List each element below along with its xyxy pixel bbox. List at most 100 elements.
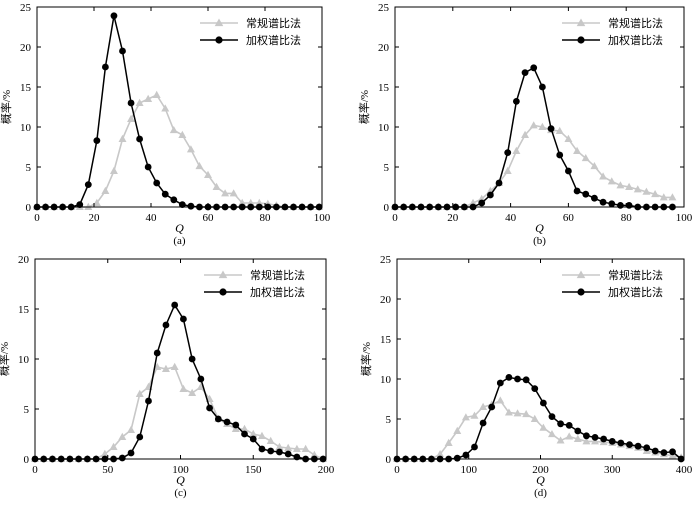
x-tick-label: 300 — [604, 464, 621, 476]
data-point-circle — [187, 202, 195, 210]
data-point-triangle — [555, 126, 564, 134]
y-tick-label: 5 — [26, 162, 32, 174]
data-point-triangle — [504, 408, 513, 416]
data-point-circle — [504, 149, 512, 157]
data-point-triangle — [118, 134, 127, 142]
x-tick-label: 40 — [505, 212, 517, 224]
panel-caption: (b) — [533, 235, 546, 247]
legend-entry-2: 加权谱比法 — [562, 33, 663, 47]
x-tick-label: 0 — [392, 212, 398, 224]
series-line-2 — [35, 303, 324, 460]
data-point-circle — [591, 194, 598, 202]
data-point-triangle — [581, 154, 590, 162]
y-axis-label: 概率/% — [357, 90, 371, 124]
chart-panel-d: 0 100 200 300 400 0 5 10 15 20 25 Q 概率/% (d) 常规谱比法加权谱比… — [359, 254, 693, 499]
data-point-triangle — [625, 182, 634, 190]
legend-label: 加权谱比法 — [246, 33, 301, 47]
y-tick-label: 20 — [380, 294, 392, 306]
data-point-triangle — [135, 389, 144, 397]
data-point-circle — [214, 415, 222, 423]
x-tick-label: 200 — [532, 464, 549, 476]
data-point-circle — [276, 448, 283, 456]
x-tick-label: 100 — [172, 464, 189, 476]
data-point-triangle — [529, 121, 538, 129]
y-tick-label: 0 — [26, 202, 32, 214]
data-point-circle — [600, 435, 608, 443]
data-point-triangle — [503, 166, 512, 174]
data-point-circle — [110, 12, 118, 20]
y-tick-label: 15 — [18, 304, 30, 316]
x-tick-label: 20 — [89, 212, 101, 224]
y-tick-label: 10 — [18, 354, 30, 366]
legend-circle-icon — [577, 36, 585, 44]
x-tick-label: 40 — [146, 212, 158, 224]
y-tick-label: 20 — [18, 254, 30, 266]
legend-triangle-icon — [214, 18, 224, 27]
data-point-triangle — [249, 429, 258, 437]
data-point-circle — [118, 454, 126, 462]
x-tick-label: 20 — [447, 212, 459, 224]
data-point-circle — [496, 379, 504, 387]
data-point-triangle — [257, 431, 266, 439]
data-point-triangle — [212, 182, 221, 190]
data-point-circle — [505, 374, 513, 381]
data-point-triangle — [186, 145, 195, 153]
data-point-circle — [643, 444, 651, 452]
data-point-circle — [127, 449, 135, 457]
data-point-circle — [617, 439, 625, 447]
data-point-triangle — [565, 432, 574, 440]
x-axis-label: Q — [535, 221, 544, 235]
x-tick-label: 50 — [102, 464, 114, 476]
data-point-triangle — [453, 426, 462, 434]
panel-caption: (a) — [173, 235, 186, 247]
legend-entry-2: 加权谱比法 — [204, 285, 305, 299]
data-point-circle — [462, 451, 470, 459]
axes-frame — [36, 6, 323, 208]
data-point-circle — [488, 403, 496, 411]
y-axis-label: 概率/% — [0, 90, 13, 124]
data-point-circle — [267, 447, 275, 455]
y-tick-label: 25 — [20, 2, 32, 14]
data-point-triangle — [179, 384, 188, 392]
data-point-triangle — [522, 410, 531, 418]
x-tick-label: 60 — [563, 212, 575, 224]
data-point-circle — [93, 137, 101, 145]
data-point-circle — [144, 163, 152, 171]
data-point-triangle — [255, 198, 264, 206]
y-axis-label: 概率/% — [0, 342, 11, 376]
data-point-triangle — [651, 190, 660, 198]
data-point-circle — [188, 355, 196, 363]
y-tick-label: 0 — [386, 454, 392, 466]
data-point-triangle — [169, 126, 178, 134]
data-point-triangle — [616, 181, 625, 189]
y-tick-label: 10 — [380, 374, 392, 386]
data-point-triangle — [530, 414, 539, 422]
data-point-triangle — [84, 202, 93, 210]
data-point-triangle — [101, 186, 110, 194]
data-point-circle — [669, 448, 676, 456]
data-point-triangle — [642, 187, 651, 195]
data-point-circle — [486, 191, 494, 199]
x-tick-label: 60 — [203, 212, 215, 224]
data-point-circle — [206, 404, 214, 412]
y-tick-label: 10 — [20, 122, 32, 134]
data-point-circle — [573, 187, 581, 195]
data-point-circle — [634, 442, 642, 450]
x-tick-label: 200 — [318, 464, 335, 476]
y-tick-label: 5 — [386, 414, 392, 426]
data-point-circle — [512, 98, 520, 105]
legend-label: 加权谱比法 — [250, 285, 305, 299]
data-point-triangle — [512, 146, 521, 154]
data-point-circle — [547, 125, 555, 132]
data-point-triangle — [144, 94, 153, 102]
data-point-triangle — [521, 130, 530, 138]
x-axis-label: Q — [176, 473, 185, 487]
legend-label: 常规谱比法 — [608, 268, 663, 282]
legend-entry-1: 常规谱比法 — [562, 16, 663, 30]
legend-label: 常规谱比法 — [608, 16, 663, 30]
y-tick-label: 5 — [24, 404, 30, 416]
data-point-triangle — [275, 442, 284, 450]
data-point-circle — [557, 420, 564, 428]
data-point-circle — [102, 63, 109, 71]
data-point-circle — [565, 422, 573, 429]
